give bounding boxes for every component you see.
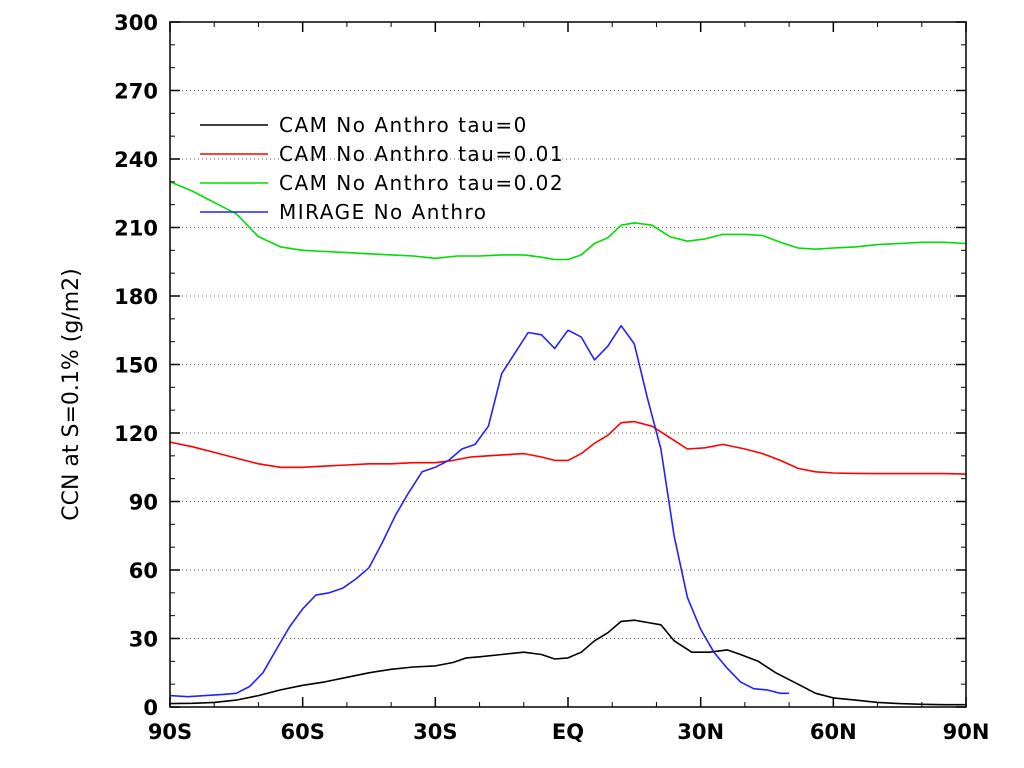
y-tick-label: 210 <box>114 217 158 241</box>
y-tick-label: 0 <box>143 696 158 720</box>
series-lines <box>169 181 967 706</box>
x-tick-label: 60N <box>810 720 857 744</box>
x-tick-label: 90N <box>943 720 990 744</box>
y-tick-label: 30 <box>129 628 158 652</box>
series-line-2 <box>169 420 967 475</box>
y-axis-tick-labels: 0 30 60 90 120 150 180 210 240 270 300 <box>114 11 158 720</box>
legend-label: MIRAGE No Anthro <box>279 200 488 224</box>
grid-lines <box>170 90 966 639</box>
y-tick-label: 270 <box>114 80 158 104</box>
y-tick-label: 150 <box>114 354 158 378</box>
legend-label: CAM No Anthro tau=0.02 <box>279 171 564 195</box>
x-tick-label: EQ <box>552 720 584 744</box>
legend-label: CAM No Anthro tau=0.01 <box>279 142 564 166</box>
x-tick-label: 90S <box>148 720 192 744</box>
x-tick-label: 30S <box>413 720 457 744</box>
x-axis-tick-labels: 90S 60S 30S EQ 30N 60N 90N <box>148 720 990 744</box>
x-tick-label: 60S <box>280 720 324 744</box>
y-tick-label: 240 <box>114 148 158 172</box>
y-tick-label: 120 <box>114 422 158 446</box>
series-line-1 <box>169 619 966 706</box>
series-line-3 <box>169 181 967 261</box>
series-line-4 <box>169 324 790 698</box>
legend-label: CAM No Anthro tau=0 <box>279 113 528 137</box>
y-tick-label: 300 <box>114 11 158 35</box>
y-tick-label: 180 <box>114 285 158 309</box>
y-tick-label: 90 <box>129 491 158 515</box>
y-axis-title: CCN at S=0.1% (g/m2) <box>59 268 84 521</box>
y-tick-label: 60 <box>129 559 158 583</box>
x-tick-label: 30N <box>677 720 724 744</box>
axis-ticks <box>169 21 967 708</box>
legend: CAM No Anthro tau=0 CAM No Anthro tau=0.0… <box>200 113 564 224</box>
